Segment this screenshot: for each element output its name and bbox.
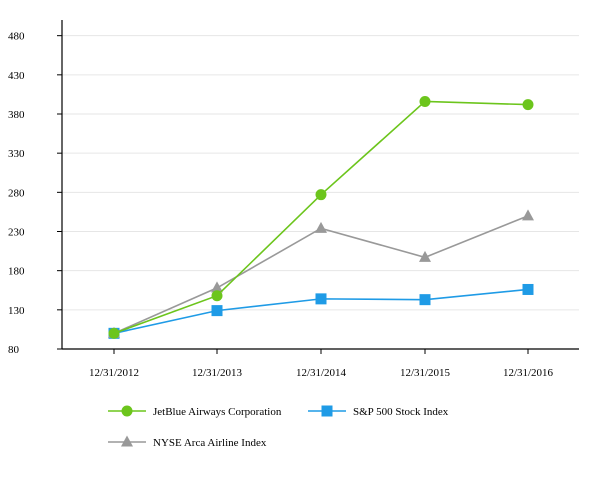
legend-marker-s-p-500-stock-index: [321, 405, 333, 417]
data-point-s-p-500-stock-index-4: [522, 283, 534, 295]
data-point-nyse-arca-airline-index-1: [211, 281, 223, 293]
data-point-jetblue-airways-corporation-1: [211, 290, 223, 302]
data-point-nyse-arca-airline-index-3: [419, 250, 431, 262]
legend-label-jetblue-airways-corporation: JetBlue Airways Corporation: [153, 406, 282, 418]
y-tick-label-2: 180: [8, 266, 25, 278]
axis-layer: 80 130 180 230 280 330 380 430 480 12/31/2012 12/3…: [8, 20, 579, 379]
legend-item-s-p-500-stock-index: S&P 500 Stock Index: [308, 405, 449, 418]
data-point-jetblue-airways-corporation-3: [419, 95, 431, 107]
legend-label-nyse-arca-airline-index: NYSE Arca Airline Index: [153, 437, 267, 449]
series-jetblue-airways-corporation: [108, 95, 534, 339]
series-layer: [108, 95, 534, 339]
series-nyse-arca-airline-index: [108, 209, 534, 338]
legend-item-jetblue-airways-corporation: JetBlue Airways Corporation: [108, 405, 282, 418]
data-point-s-p-500-stock-index-3: [419, 294, 431, 306]
series-line-nyse-arca-airline-index: [113, 215, 529, 335]
data-point-jetblue-airways-corporation-0: [108, 327, 120, 339]
data-point-nyse-arca-airline-index-2: [315, 221, 327, 233]
data-point-s-p-500-stock-index-2: [315, 293, 327, 305]
x-tick-label-0: 12/31/2012: [89, 367, 139, 379]
y-tick-label-3: 230: [8, 227, 25, 239]
y-tick-label-8: 480: [8, 31, 25, 43]
y-tick-label-1: 130: [8, 305, 25, 317]
legend-item-nyse-arca-airline-index: NYSE Arca Airline Index: [108, 435, 267, 449]
legend-marker-nyse-arca-airline-index: [121, 435, 133, 447]
data-point-nyse-arca-airline-index-4: [522, 209, 534, 221]
y-tick-label-7: 430: [8, 70, 25, 82]
y-tick-label-0: 80: [8, 344, 20, 356]
grid-layer: [62, 35, 579, 311]
x-tick-label-4: 12/31/2016: [503, 367, 554, 379]
data-point-jetblue-airways-corporation-4: [522, 99, 534, 111]
y-tick-label-4: 280: [8, 187, 25, 199]
data-point-jetblue-airways-corporation-2: [315, 189, 327, 201]
x-tick-label-3: 12/31/2015: [400, 367, 451, 379]
data-point-s-p-500-stock-index-1: [211, 305, 223, 317]
x-tick-label-2: 12/31/2014: [296, 367, 347, 379]
y-tick-label-6: 380: [8, 109, 25, 121]
legend-label-s-p-500-stock-index: S&P 500 Stock Index: [353, 406, 449, 418]
x-tick-label-1: 12/31/2013: [192, 367, 243, 379]
legend: JetBlue Airways Corporation S&P 500 Stock…: [108, 405, 449, 449]
y-tick-label-5: 330: [8, 148, 25, 160]
legend-marker-jetblue-airways-corporation: [121, 405, 133, 417]
